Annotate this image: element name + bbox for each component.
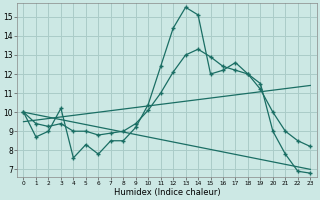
- X-axis label: Humidex (Indice chaleur): Humidex (Indice chaleur): [114, 188, 220, 197]
